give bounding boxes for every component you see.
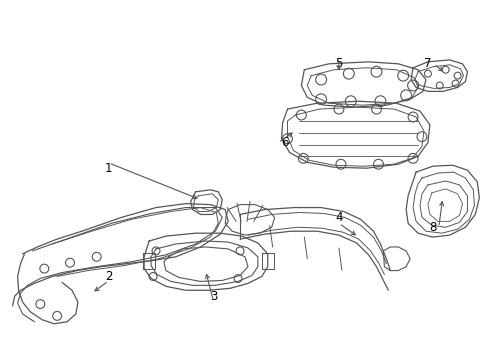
Text: 5: 5	[335, 57, 343, 70]
Text: 2: 2	[105, 270, 112, 283]
Text: 7: 7	[424, 57, 432, 70]
Text: 1: 1	[105, 162, 112, 175]
Text: 3: 3	[210, 290, 217, 303]
Text: 6: 6	[281, 136, 288, 149]
Text: 8: 8	[429, 221, 437, 234]
Text: 4: 4	[335, 211, 343, 224]
